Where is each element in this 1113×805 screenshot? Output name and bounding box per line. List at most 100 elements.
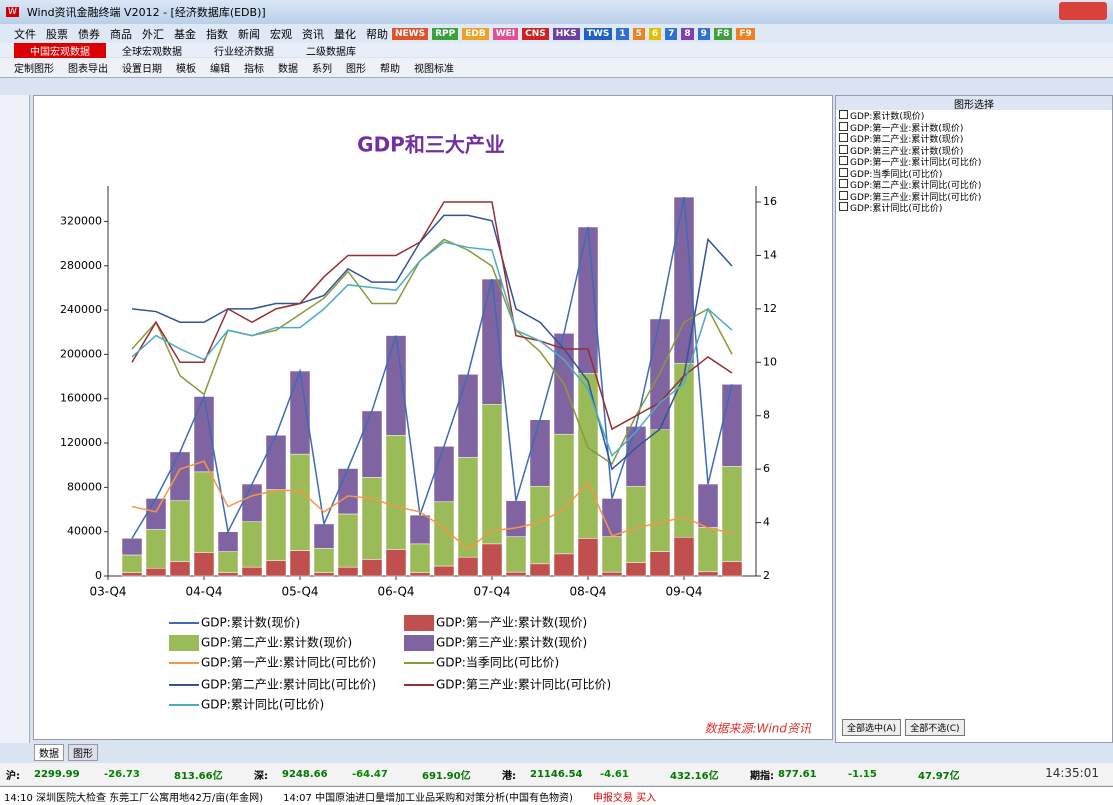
series-item[interactable]: GDP:第三产业:累计数(现价) (836, 144, 1112, 157)
tab[interactable]: 二级数据库 (306, 46, 356, 58)
menu-item[interactable]: 商品 (110, 27, 132, 41)
quick-button[interactable]: 6 (648, 27, 662, 40)
bar-segment (265, 489, 287, 561)
menu-item[interactable]: 基金 (174, 27, 196, 41)
line-series (131, 196, 733, 539)
news-item[interactable]: 14:07 中国原油进口量增加工业品采购和对策分析(中国有色物资) (283, 792, 573, 804)
toolbar-button[interactable]: 视图标准 (414, 64, 454, 75)
tab[interactable]: 中国宏观数据 (14, 42, 106, 58)
panel-button[interactable]: 全部不选(C) (905, 719, 965, 736)
toolbar-button[interactable]: 图表导出 (68, 64, 108, 75)
quick-button[interactable]: NEWS (392, 27, 429, 40)
quick-button[interactable]: CNS (522, 27, 549, 40)
bottom-tab[interactable]: 数据 (34, 744, 64, 761)
series-item[interactable]: GDP:第三产业:累计同比(可比价) (836, 190, 1112, 203)
bar-segment (193, 552, 215, 577)
menu-item[interactable]: 指数 (206, 27, 228, 41)
bar-segment (121, 538, 143, 556)
series-item-label: GDP:第二产业:累计同比(可比价) (850, 181, 982, 191)
menu-item[interactable]: 新闻 (238, 27, 260, 41)
bar-segment (265, 435, 287, 490)
bar-segment (481, 543, 503, 577)
tool-strip (0, 95, 30, 743)
toolbar-button[interactable]: 帮助 (380, 64, 400, 75)
tab[interactable]: 全球宏观数据 (122, 46, 182, 58)
bar-segment (673, 536, 695, 577)
menu-item[interactable]: 债券 (78, 27, 100, 41)
menu-item[interactable]: 资讯 (302, 27, 324, 41)
quick-button[interactable]: TWS (583, 27, 613, 40)
bar-segment (697, 571, 719, 577)
checkbox (839, 167, 848, 177)
menu-item[interactable]: 帮助 (366, 27, 388, 41)
x-tick-label: 06-Q4 (377, 585, 414, 599)
series-item[interactable]: GDP:第二产业:累计数(现价) (836, 133, 1112, 145)
tab[interactable]: 行业经济数据 (214, 46, 274, 58)
bar-segment (289, 453, 311, 551)
quick-button[interactable]: EDB (462, 27, 489, 40)
x-tick-label: 09-Q4 (665, 585, 702, 599)
quick-button[interactable]: 1 (616, 27, 629, 40)
menu-item[interactable]: 宏观 (270, 27, 292, 41)
quick-button[interactable]: 7 (665, 27, 678, 40)
quick-button[interactable]: 8 (681, 27, 694, 40)
bar-segment (361, 477, 383, 560)
bottom-tab[interactable]: 图形 (68, 744, 98, 761)
quick-button[interactable]: RPP (432, 27, 459, 40)
bar-segment (433, 446, 455, 503)
series-item[interactable]: GDP:累计数(现价) (836, 110, 1112, 122)
series-item[interactable]: GDP:第一产业:累计同比(可比价) (836, 156, 1112, 168)
y2-tick-label: 2 (763, 569, 770, 582)
y2-tick-label: 10 (763, 355, 777, 368)
checkbox (839, 179, 848, 188)
menu-item[interactable]: 文件 (14, 27, 36, 41)
series-item[interactable]: GDP:当季同比(可比价) (836, 167, 1112, 180)
news-item[interactable]: 14:10 深圳医院大检查 东莞工厂公寓用地42万/亩(年金网) (4, 792, 264, 804)
side-panel: 图形选择 GDP:累计数(现价) GDP:第一产业:累计数(现价) GDP:第二产业… (835, 95, 1113, 743)
quick-button[interactable]: 9 (697, 27, 710, 40)
toolbar-button[interactable]: 编辑 (210, 64, 230, 75)
series-item-label: GDP:累计同比(可比价) (850, 204, 943, 214)
series-item[interactable]: GDP:第一产业:累计数(现价) (836, 121, 1112, 134)
bar-segment (505, 500, 527, 537)
line-series (131, 214, 733, 471)
bar-segment (601, 498, 623, 537)
quote-field: -4.61 (600, 768, 629, 780)
toolbar-button[interactable]: 模板 (176, 64, 196, 75)
quote-field: 432.16亿 (670, 770, 719, 782)
menu-item[interactable]: 股票 (46, 27, 68, 41)
checkbox (839, 156, 848, 165)
y-tick-label: 280000 (60, 259, 102, 272)
quick-button[interactable]: HKS (552, 27, 580, 40)
bar-segment (409, 543, 431, 573)
quick-button[interactable]: F8 (713, 27, 733, 40)
quick-button[interactable]: 5 (632, 27, 645, 40)
series-item[interactable]: GDP:累计同比(可比价) (836, 202, 1112, 214)
quick-button[interactable]: WEI (492, 27, 519, 40)
quote-field: 深: (254, 770, 268, 782)
quick-button[interactable]: F9 (736, 27, 755, 40)
bar-segment (433, 565, 455, 577)
bar-segment (529, 419, 551, 487)
x-tick-label: 08-Q4 (569, 585, 606, 599)
legend-swatch (169, 635, 199, 651)
toolbar-button[interactable]: 数据 (278, 64, 298, 75)
toolbar-button[interactable]: 设置日期 (122, 64, 162, 75)
menu-item[interactable]: 量化 (334, 27, 356, 41)
series-item[interactable]: GDP:第二产业:累计同比(可比价) (836, 179, 1112, 191)
trade-button[interactable]: 申报交易 买入 (592, 792, 657, 804)
toolbar-button[interactable]: 系列 (312, 64, 332, 75)
bar-segment (601, 571, 623, 577)
bar-segment (241, 483, 263, 522)
toolbar-button[interactable]: 指标 (244, 64, 264, 75)
toolbar-button[interactable]: 图形 (346, 64, 366, 75)
close-button[interactable] (1059, 2, 1107, 20)
side-buttons: 全部选中(A) 全部不选(C) (842, 719, 965, 736)
toolbar-button[interactable]: 定制图形 (14, 64, 54, 75)
menu-item[interactable]: 外汇 (142, 27, 164, 41)
bar-segment (313, 523, 335, 549)
source-note: 数据来源:Wind资讯 (705, 722, 812, 736)
panel-button[interactable]: 全部选中(A) (842, 719, 902, 736)
checkbox (839, 110, 848, 119)
quote-field: -1.15 (848, 768, 877, 780)
